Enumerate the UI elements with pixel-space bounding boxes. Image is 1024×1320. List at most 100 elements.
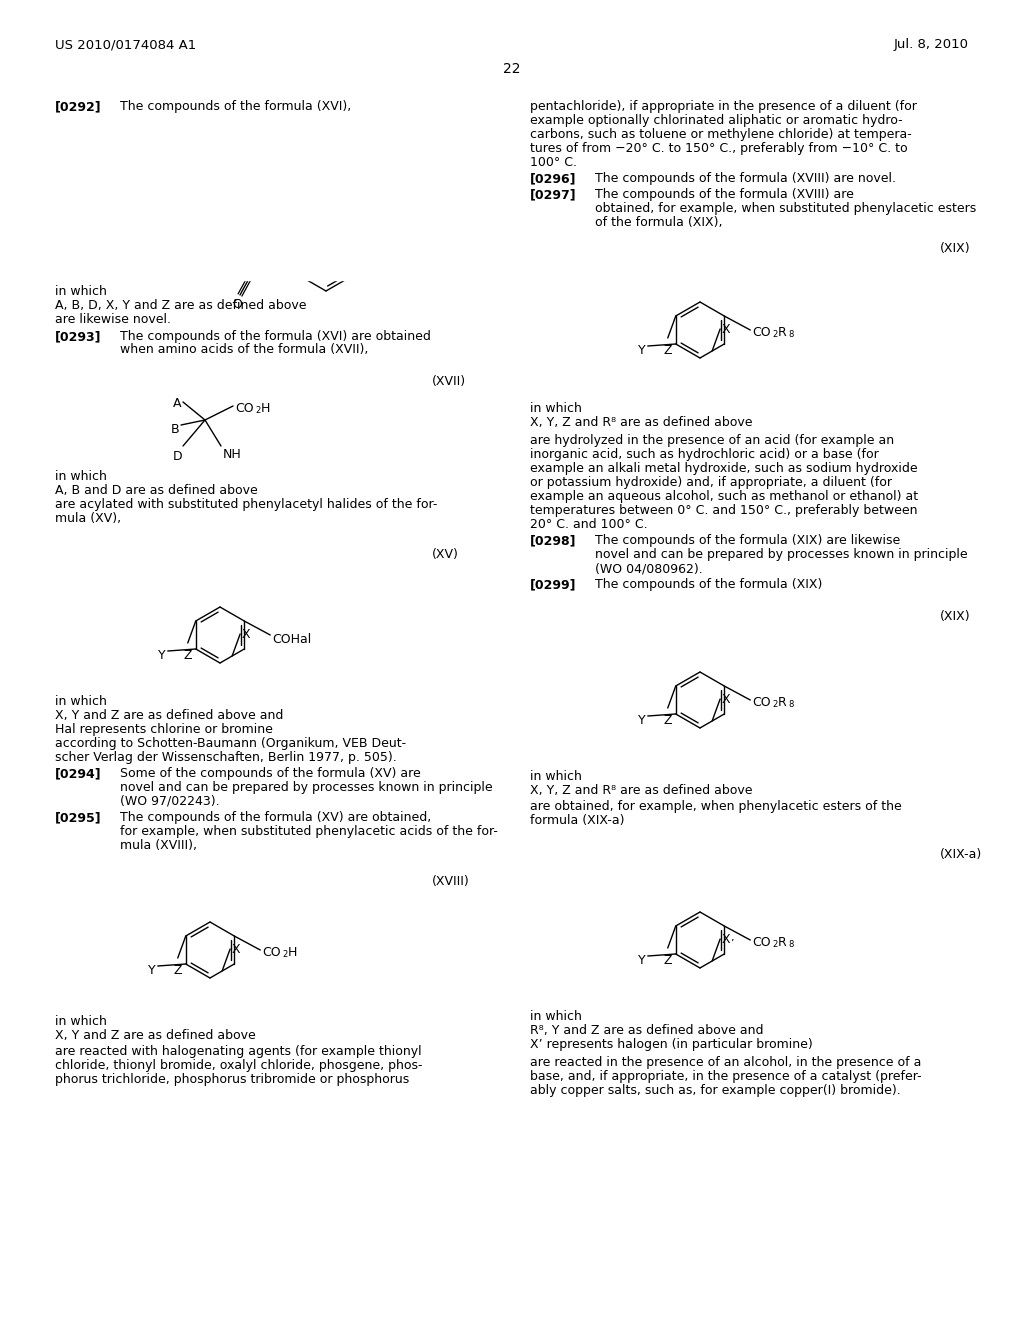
Text: 100° C.: 100° C.	[530, 156, 577, 169]
Text: mula (XV),: mula (XV),	[55, 512, 121, 525]
Text: X: X	[722, 693, 731, 706]
Text: A, B, D, X, Y and Z are as defined above: A, B, D, X, Y and Z are as defined above	[55, 300, 306, 312]
Text: pentachloride), if appropriate in the presence of a diluent (for: pentachloride), if appropriate in the pr…	[530, 100, 916, 114]
Text: The compounds of the formula (XIX): The compounds of the formula (XIX)	[595, 578, 822, 591]
Text: (XIX): (XIX)	[940, 610, 971, 623]
Text: 2: 2	[255, 407, 260, 414]
Text: H: H	[288, 946, 298, 960]
Text: (XV): (XV)	[432, 548, 459, 561]
Text: X: X	[362, 249, 371, 263]
Text: in which: in which	[530, 403, 582, 414]
Text: A, B and D are as defined above: A, B and D are as defined above	[55, 484, 258, 498]
Text: N: N	[226, 213, 236, 226]
Text: phorus trichloride, phosphorus tribromide or phosphorus: phorus trichloride, phosphorus tribromid…	[55, 1073, 410, 1086]
Text: O: O	[232, 298, 242, 312]
Text: 22: 22	[503, 62, 521, 77]
Text: NH: NH	[223, 447, 242, 461]
Text: [0295]: [0295]	[55, 810, 101, 824]
Text: A: A	[173, 397, 181, 411]
Text: X, Y and Z are as defined above and: X, Y and Z are as defined above and	[55, 709, 284, 722]
Text: X: X	[722, 933, 731, 946]
Text: X, Y, Z and R⁸ are as defined above: X, Y, Z and R⁸ are as defined above	[530, 416, 753, 429]
Text: are acylated with substituted phenylacetyl halides of the for-: are acylated with substituted phenylacet…	[55, 498, 437, 511]
Text: The compounds of the formula (XVIII) are novel.: The compounds of the formula (XVIII) are…	[595, 172, 896, 185]
Text: example an alkali metal hydroxide, such as sodium hydroxide: example an alkali metal hydroxide, such …	[530, 462, 918, 475]
Text: [0297]: [0297]	[530, 187, 577, 201]
Text: in which: in which	[530, 1010, 582, 1023]
Text: Y: Y	[265, 257, 273, 271]
Text: H: H	[261, 403, 270, 414]
Text: novel and can be prepared by processes known in principle: novel and can be prepared by processes k…	[595, 548, 968, 561]
Text: COHal: COHal	[272, 634, 311, 645]
Text: [0292]: [0292]	[55, 100, 101, 114]
Text: example an aqueous alcohol, such as methanol or ethanol) at: example an aqueous alcohol, such as meth…	[530, 490, 919, 503]
Text: scher Verlag der Wissenschaften, Berlin 1977, p. 505).: scher Verlag der Wissenschaften, Berlin …	[55, 751, 396, 764]
Text: example optionally chlorinated aliphatic or aromatic hydro-: example optionally chlorinated aliphatic…	[530, 114, 902, 127]
Text: in which: in which	[55, 285, 106, 298]
Text: X, Y and Z are as defined above: X, Y and Z are as defined above	[55, 1030, 256, 1041]
Text: CO: CO	[753, 696, 771, 709]
Text: N: N	[225, 246, 234, 259]
Text: Y: Y	[147, 964, 156, 977]
Text: obtained, for example, when substituted phenylacetic esters: obtained, for example, when substituted …	[595, 202, 976, 215]
Text: inorganic acid, such as hydrochloric acid) or a base (for: inorganic acid, such as hydrochloric aci…	[530, 447, 879, 461]
Text: 2: 2	[772, 700, 777, 709]
Text: H: H	[272, 197, 282, 210]
Text: 2: 2	[266, 201, 271, 210]
Text: for example, when substituted phenylacetic acids of the for-: for example, when substituted phenylacet…	[120, 825, 498, 838]
Text: Y: Y	[346, 231, 353, 244]
Text: B: B	[184, 219, 193, 232]
Text: D: D	[190, 235, 200, 248]
Text: chloride, thionyl bromide, oxalyl chloride, phosgene, phos-: chloride, thionyl bromide, oxalyl chlori…	[55, 1059, 423, 1072]
Text: of the formula (XIX),: of the formula (XIX),	[595, 216, 723, 228]
Text: R: R	[778, 326, 787, 339]
Text: (XVI): (XVI)	[432, 178, 463, 191]
Text: The compounds of the formula (XVI) are obtained: The compounds of the formula (XVI) are o…	[120, 330, 431, 343]
Text: 2: 2	[772, 940, 777, 949]
Text: Y: Y	[158, 649, 166, 663]
Text: X: X	[242, 628, 251, 642]
Text: (XIX): (XIX)	[940, 242, 971, 255]
Text: X’ represents halogen (in particular bromine): X’ represents halogen (in particular bro…	[530, 1038, 813, 1051]
Text: CO: CO	[262, 946, 281, 960]
Text: ably copper salts, such as, for example copper(I) bromide).: ably copper salts, such as, for example …	[530, 1084, 901, 1097]
Text: Y: Y	[638, 954, 645, 968]
Text: The compounds of the formula (XVI),: The compounds of the formula (XVI),	[120, 100, 351, 114]
Text: 2: 2	[283, 950, 288, 960]
Bar	[55, 115, 505, 280]
Text: in which: in which	[530, 770, 582, 783]
Text: O: O	[232, 264, 242, 277]
Text: are obtained, for example, when phenylacetic esters of the: are obtained, for example, when phenylac…	[530, 800, 902, 813]
Text: R: R	[778, 696, 787, 709]
Text: in which: in which	[55, 696, 106, 708]
Text: R: R	[778, 936, 787, 949]
Text: X: X	[722, 323, 731, 337]
Text: CO: CO	[753, 936, 771, 949]
Text: are likewise novel.: are likewise novel.	[55, 313, 171, 326]
Text: 8: 8	[788, 330, 794, 339]
Text: (WO 97/02243).: (WO 97/02243).	[120, 795, 219, 808]
Text: 8: 8	[788, 940, 794, 949]
Text: [0299]: [0299]	[530, 578, 577, 591]
Text: X: X	[232, 942, 241, 956]
Text: (XIX-a): (XIX-a)	[940, 847, 982, 861]
Text: B: B	[171, 422, 179, 436]
Text: Z: Z	[664, 714, 672, 727]
Text: Z: Z	[183, 649, 193, 663]
Text: 8: 8	[788, 700, 794, 709]
Text: (XVI): (XVI)	[432, 154, 463, 168]
Text: (XVIII): (XVIII)	[432, 875, 470, 888]
Text: The compounds of the formula (XIX) are likewise: The compounds of the formula (XIX) are l…	[595, 535, 900, 546]
Text: base, and, if appropriate, in the presence of a catalyst (prefer-: base, and, if appropriate, in the presen…	[530, 1071, 922, 1082]
Text: US 2010/0174084 A1: US 2010/0174084 A1	[55, 38, 197, 51]
Text: Jul. 8, 2010: Jul. 8, 2010	[894, 38, 969, 51]
Text: CO: CO	[246, 169, 264, 182]
Text: CO: CO	[234, 403, 254, 414]
Text: [0294]: [0294]	[55, 767, 101, 780]
Text: Y: Y	[334, 269, 342, 282]
Text: Z: Z	[174, 964, 182, 977]
Text: when amino acids of the formula (XVII),: when amino acids of the formula (XVII),	[120, 343, 369, 356]
Text: D: D	[173, 450, 182, 463]
Text: The compounds of the formula (XV) are obtained,: The compounds of the formula (XV) are ob…	[120, 810, 431, 824]
Text: D: D	[187, 267, 197, 279]
